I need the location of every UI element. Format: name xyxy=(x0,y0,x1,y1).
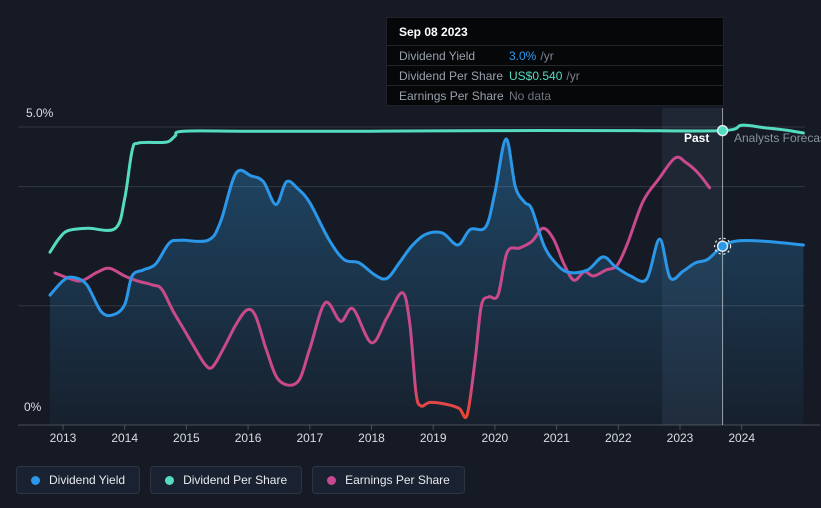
x-axis-label: 2024 xyxy=(728,431,756,445)
past-label: Past xyxy=(684,131,710,145)
legend-label: Earnings Per Share xyxy=(345,473,450,487)
dividend-per-share-line xyxy=(48,123,805,254)
tooltip-row-dividend-yield: Dividend Yield 3.0% /yr xyxy=(387,45,723,65)
chart-legend: Dividend Yield Dividend Per Share Earnin… xyxy=(16,466,465,494)
dividend-yield-marker[interactable] xyxy=(716,240,729,252)
x-axis-label: 2016 xyxy=(234,431,262,445)
x-axis-label: 2023 xyxy=(666,431,694,445)
tooltip-label: Dividend Per Share xyxy=(399,68,504,83)
hover-tooltip: Sep 08 2023 Dividend Yield 3.0% /yr Divi… xyxy=(386,17,724,106)
x-axis-label: 2015 xyxy=(173,431,200,445)
analysts-forecast-label: Analysts Forecast xyxy=(734,131,821,145)
dividend-per-share-marker[interactable] xyxy=(716,124,729,137)
dividend-yield-dot-icon xyxy=(31,475,40,485)
x-axis-label: 2013 xyxy=(49,431,77,445)
y-axis-label-zero: 0% xyxy=(24,400,42,414)
tooltip-row-dividend-per-share: Dividend Per Share US$0.540 /yr xyxy=(387,65,723,85)
x-axis-label: 2017 xyxy=(296,431,324,445)
tooltip-label: Dividend Yield xyxy=(399,48,476,63)
tooltip-unit: /yr xyxy=(566,68,580,83)
tooltip-label: Earnings Per Share xyxy=(399,88,504,103)
tooltip-row-earnings-per-share: Earnings Per Share No data xyxy=(387,85,723,105)
legend-label: Dividend Yield xyxy=(49,473,126,487)
legend-item-dividend-yield[interactable]: Dividend Yield xyxy=(16,466,141,494)
tooltip-value: 3.0% xyxy=(509,48,537,63)
x-axis-label: 2014 xyxy=(111,431,139,445)
dividend-yield-area xyxy=(50,138,804,425)
dividend-yield-marker-ring xyxy=(713,237,732,255)
y-axis-label-max: 5.0% xyxy=(26,106,54,120)
dividend-per-share-dot-icon xyxy=(165,475,175,485)
tooltip-date: Sep 08 2023 xyxy=(399,25,468,39)
earnings-per-share-dot-icon xyxy=(327,475,337,485)
tooltip-value: US$0.540 xyxy=(509,68,563,83)
earnings-per-share-line xyxy=(53,155,712,420)
tooltip-value: No data xyxy=(509,88,552,103)
x-axis-label: 2019 xyxy=(419,431,447,445)
tooltip-unit: /yr xyxy=(540,48,554,63)
legend-item-dividend-per-share[interactable]: Dividend Per Share xyxy=(150,466,303,494)
x-axis-label: 2018 xyxy=(358,431,385,445)
x-axis-label: 2022 xyxy=(604,431,632,445)
x-axis-label: 2020 xyxy=(481,431,509,445)
legend-label: Dividend Per Share xyxy=(183,473,288,487)
dividend-yield-line xyxy=(48,137,805,318)
x-axis-label: 2021 xyxy=(543,431,570,445)
legend-item-earnings-per-share[interactable]: Earnings Per Share xyxy=(312,466,465,494)
